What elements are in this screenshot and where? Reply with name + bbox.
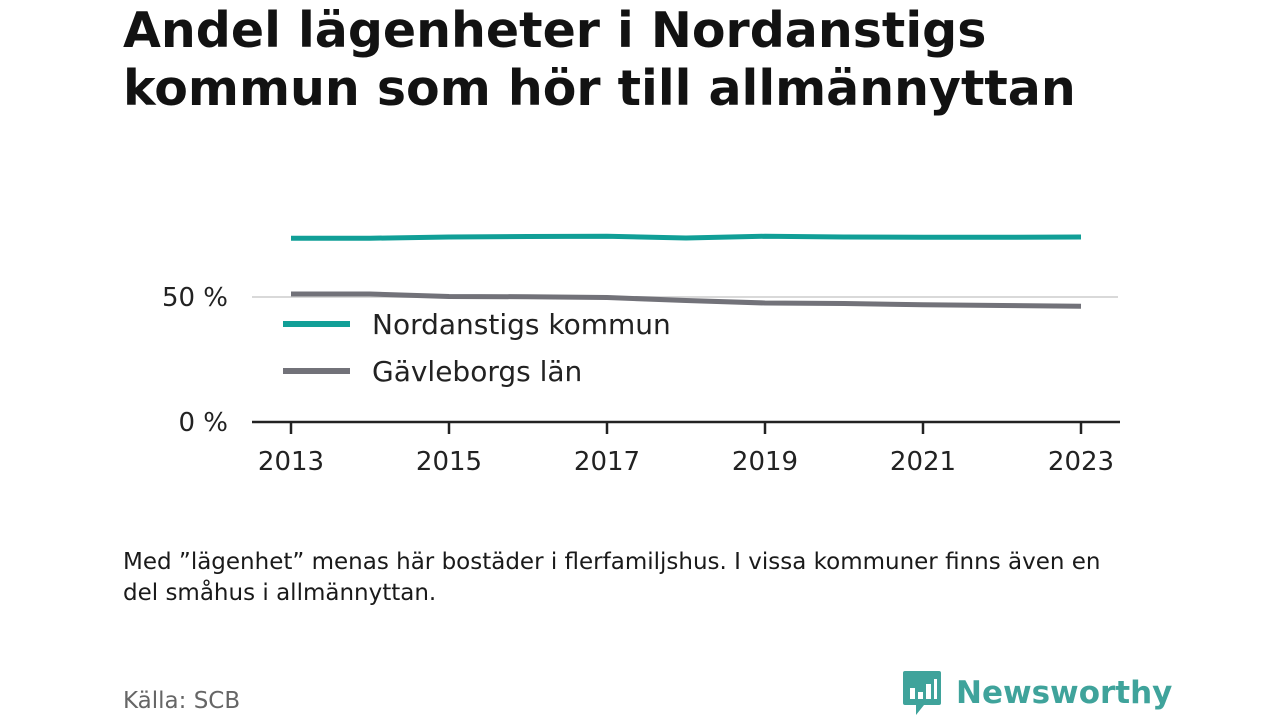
x-tick-label: 2013 xyxy=(258,447,324,477)
x-tick-label: 2019 xyxy=(732,447,798,477)
y-tick-label: 50 % xyxy=(162,283,228,313)
x-tick-label: 2017 xyxy=(574,447,640,477)
series-line-0 xyxy=(291,233,1082,241)
bar-chart-speech-bubble-icon xyxy=(903,671,941,715)
legend: Nordanstigs kommun Gävleborgs län xyxy=(283,308,671,388)
brand-logo: Newsworthy xyxy=(902,670,1172,716)
series-layer xyxy=(291,233,1082,309)
chart-note: Med ”lägenhet” menas här bostäder i fler… xyxy=(123,549,1101,606)
chart-title: Andel lägenheter i Nordanstigs kommun so… xyxy=(123,2,1076,117)
series-line-1 xyxy=(291,291,1082,309)
legend-label-1: Gävleborgs län xyxy=(372,355,582,388)
x-tick-label: 2015 xyxy=(416,447,482,477)
legend-label-0: Nordanstigs kommun xyxy=(372,308,671,341)
y-tick-label: 0 % xyxy=(178,408,228,438)
source-label: Källa: SCB xyxy=(123,688,241,714)
x-tick-label: 2023 xyxy=(1048,447,1114,477)
x-tick-label: 2021 xyxy=(890,447,956,477)
brand-name: Newsworthy xyxy=(956,675,1173,711)
axis-layer: 0 % 50 % 2013 2015 2017 2019 2021 2023 xyxy=(162,283,1120,477)
